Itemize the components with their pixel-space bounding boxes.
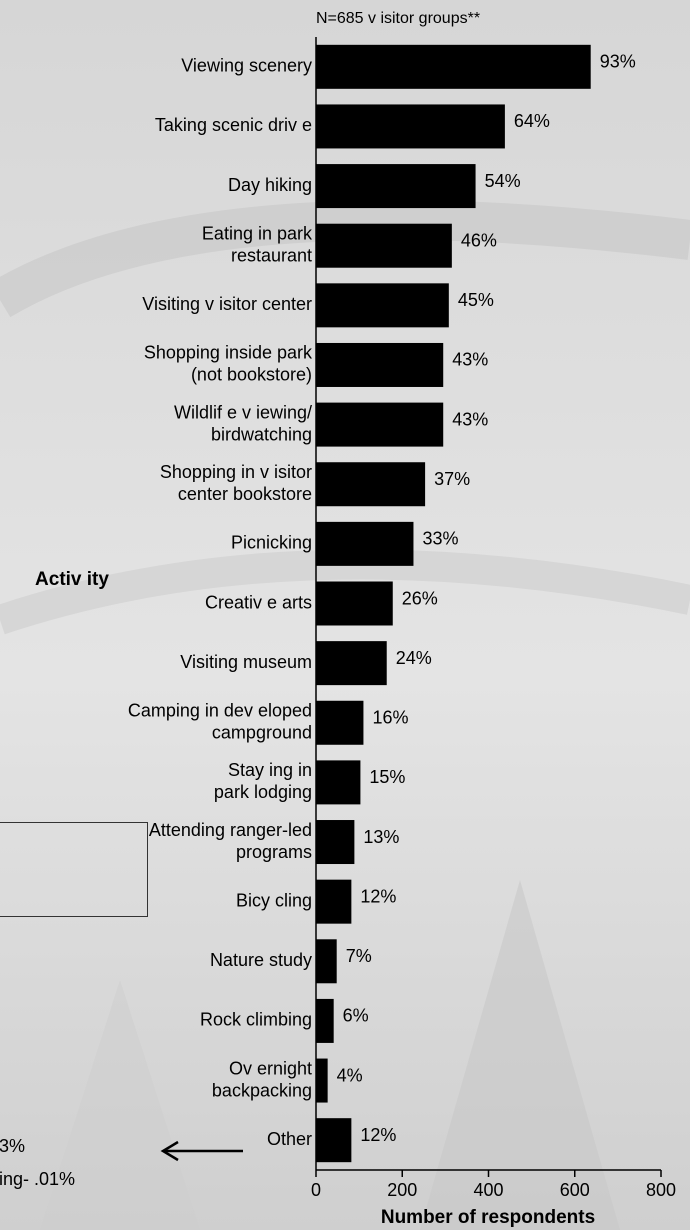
bar [316, 462, 426, 507]
bar-value-label: 33% [422, 529, 458, 549]
other-callout-box: 3% ing- .01% [0, 822, 148, 1189]
category-label: Eating in park restaurant [202, 223, 313, 265]
category-label: Creativ e arts [205, 592, 312, 612]
bar-value-label: 43% [452, 350, 488, 370]
bar [316, 402, 444, 447]
chart-title: N=685 v isitor groups** [316, 10, 480, 27]
bar-value-label: 64% [514, 111, 550, 131]
callout-line-2: ing- .01% [0, 1169, 76, 1189]
bar-value-label: 54% [485, 171, 521, 191]
category-label: Other [267, 1129, 312, 1149]
category-label: Visiting museum [180, 652, 312, 672]
category-label: Shopping inside park (not bookstore) [144, 343, 313, 385]
x-tick-label: 400 [473, 1180, 503, 1200]
category-label: Visiting v isitor center [142, 294, 312, 314]
bar [316, 1118, 352, 1163]
x-axis-title: Number of respondents [381, 1207, 595, 1228]
callout-arrowhead [160, 1140, 179, 1162]
bar [316, 939, 337, 984]
category-label: Day hiking [228, 175, 312, 195]
category-label: Rock climbing [200, 1010, 312, 1030]
bar-value-label: 7% [346, 946, 372, 966]
category-label: Shopping in v isitor center bookstore [160, 462, 312, 504]
category-label: Wildlif e v iewing/birdwatching [174, 402, 312, 444]
category-label: Taking scenic driv e [155, 115, 312, 135]
bar-value-label: 13% [363, 827, 399, 847]
bar [316, 998, 334, 1043]
bar [316, 879, 352, 924]
bar-value-label: 6% [343, 1006, 369, 1026]
bar [316, 641, 387, 686]
bar [316, 700, 364, 745]
category-label: Nature study [210, 950, 312, 970]
bar [316, 104, 505, 149]
category-label: Viewing scenery [181, 56, 312, 76]
bar-value-label: 37% [434, 469, 470, 489]
bar-value-label: 24% [396, 648, 432, 668]
category-label: Attending ranger-led programs [149, 820, 312, 862]
bar [316, 521, 414, 566]
category-label: Stay ing in park lodging [214, 760, 312, 802]
bar-value-label: 4% [337, 1065, 363, 1085]
x-tick-label: 200 [387, 1180, 417, 1200]
bar [316, 1058, 328, 1103]
bar [316, 164, 476, 209]
x-tick-label: 800 [646, 1180, 676, 1200]
bar-value-label: 45% [458, 290, 494, 310]
bar-value-label: 16% [372, 708, 408, 728]
bar [316, 223, 452, 268]
bar-value-label: 46% [461, 230, 497, 250]
category-label: Picnicking [231, 533, 312, 553]
bar-value-label: 15% [369, 767, 405, 787]
callout-line-1: 3% [0, 1136, 26, 1156]
bar-value-label: 26% [402, 588, 438, 608]
bar [316, 44, 591, 89]
bar-value-label: 93% [600, 52, 636, 72]
y-axis-title: Activ ity [35, 569, 109, 590]
bar-value-label: 43% [452, 409, 488, 429]
category-label: Ov ernight backpacking [212, 1058, 312, 1100]
bar [316, 760, 361, 805]
bar-value-label: 12% [360, 886, 396, 906]
category-label: Bicy cling [236, 890, 312, 910]
bar [316, 283, 449, 328]
bar-value-label: 12% [360, 1125, 396, 1145]
bar [316, 342, 444, 387]
bar [316, 820, 355, 865]
bar [316, 581, 393, 626]
x-tick-label: 0 [311, 1180, 321, 1200]
x-tick-label: 600 [560, 1180, 590, 1200]
category-label: Camping in dev eloped campground [128, 701, 312, 743]
